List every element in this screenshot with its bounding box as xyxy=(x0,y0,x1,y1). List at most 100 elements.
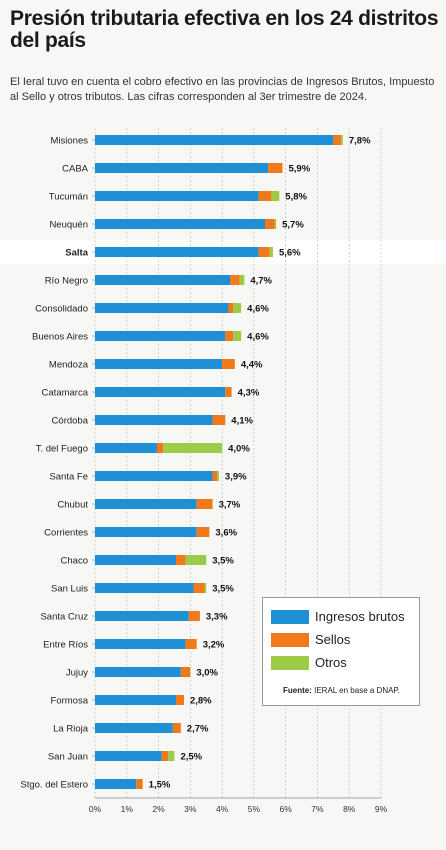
legend-label-sellos: Sellos xyxy=(315,632,351,647)
legend-swatch-ingresos-brutos xyxy=(271,610,309,624)
bar-segment-ingresos-brutos-formosa xyxy=(95,695,177,705)
bar-segment-sellos-mendoza xyxy=(222,359,235,369)
bar-segment-sellos-santa-cruz xyxy=(188,611,200,621)
bar-segment-sellos-formosa xyxy=(176,695,184,705)
bar-segment-ingresos-brutos-san-luis xyxy=(95,583,194,593)
bar-segment-ingresos-brutos-buenos-aires xyxy=(95,331,226,341)
x-tick-label: 3% xyxy=(184,804,197,814)
bar-segment-otros-rio-negro xyxy=(239,275,245,285)
bar-segment-otros-t-del-fuego xyxy=(163,443,223,453)
bar-segment-otros-tucuman xyxy=(271,191,280,201)
value-label-jujuy: 3,0% xyxy=(196,668,218,679)
category-label-cordoba: Córdoba xyxy=(52,416,89,427)
bar-segment-sellos-misiones xyxy=(333,135,342,145)
bar-segment-ingresos-brutos-caba xyxy=(95,163,269,173)
bar-segment-ingresos-brutos-mendoza xyxy=(95,359,223,369)
category-label-santa-cruz: Santa Cruz xyxy=(40,612,88,623)
value-label-corrientes: 3,6% xyxy=(215,528,237,539)
bar-segment-otros-neuquen xyxy=(274,219,277,229)
bar-segment-ingresos-brutos-san-juan xyxy=(95,751,162,761)
bar-segment-otros-san-luis xyxy=(204,583,207,593)
chart-subtitle: El Ieral tuvo en cuenta el cobro efectiv… xyxy=(10,76,435,103)
category-label-formosa: Formosa xyxy=(51,696,89,707)
bar-segment-sellos-t-del-fuego xyxy=(156,443,164,453)
value-label-cordoba: 4,1% xyxy=(231,416,253,427)
category-label-chaco: Chaco xyxy=(61,556,88,567)
bar-segment-sellos-buenos-aires xyxy=(225,331,234,341)
value-labels: 7,8% 5,9% 5,8% 5,7% 5,6% 4,7% 4,6% 4,6% 4,4% 4,3%… xyxy=(149,136,371,791)
bar-segment-otros-salta xyxy=(269,247,273,257)
bar-segment-ingresos-brutos-chubut xyxy=(95,499,197,509)
category-label-chubut: Chubut xyxy=(57,500,88,511)
source-text: IERAL en base a DNAP. xyxy=(314,686,400,695)
bar-segment-sellos-neuquen xyxy=(265,219,275,229)
bar-segment-sellos-cordoba xyxy=(212,415,226,425)
value-label-catamarca: 4,3% xyxy=(238,388,260,399)
value-label-consolidado: 4,6% xyxy=(247,304,269,315)
value-label-rio-negro: 4,7% xyxy=(250,276,272,287)
bar-segment-sellos-chubut xyxy=(196,499,213,509)
x-axis: 0% 1% 2% 3% 4% 5% 6% 7% 8% 9% xyxy=(89,797,388,814)
category-label-jujuy: Jujuy xyxy=(66,668,88,679)
value-label-chaco: 3,5% xyxy=(212,556,234,567)
bar-segment-ingresos-brutos-catamarca xyxy=(95,387,226,397)
bar-segment-sellos-jujuy xyxy=(180,667,191,677)
category-label-rio-negro: Río Negro xyxy=(45,276,88,287)
category-label-entre-rios: Entre Ríos xyxy=(43,640,88,651)
bar-segment-sellos-san-juan xyxy=(161,751,169,761)
value-label-entre-rios: 3,2% xyxy=(203,640,225,651)
bar-segment-sellos-consolidado xyxy=(228,303,234,313)
x-tick-label: 4% xyxy=(216,804,229,814)
bar-segment-ingresos-brutos-santa-cruz xyxy=(95,611,189,621)
bar-segment-ingresos-brutos-t-del-fuego xyxy=(95,443,157,453)
category-label-san-juan: San Juan xyxy=(48,752,88,763)
bar-segment-otros-misiones xyxy=(341,135,343,145)
x-tick-label: 6% xyxy=(280,804,293,814)
bar-segment-sellos-chaco xyxy=(176,555,186,565)
bar-segment-ingresos-brutos-consolidado xyxy=(95,303,229,313)
bar-segment-sellos-la-rioja xyxy=(172,723,181,733)
bar-segment-ingresos-brutos-tucuman xyxy=(95,191,259,201)
stacked-bar-chart: Misiones CABA Tucumán Neuquén Salta Río Negro… xyxy=(0,128,446,814)
category-label-stgo-del-estero: Stgo. del Estero xyxy=(20,780,88,791)
category-label-catamarca: Catamarca xyxy=(42,388,89,399)
category-label-la-rioja: La Rioja xyxy=(53,724,89,735)
bar-segment-sellos-stgo-del-estero xyxy=(136,779,143,789)
value-label-neuquen: 5,7% xyxy=(282,220,304,231)
category-label-san-luis: San Luis xyxy=(51,584,88,595)
category-label-salta: Salta xyxy=(65,248,88,259)
bar-segment-sellos-corrientes xyxy=(196,527,210,537)
bar-segment-otros-san-juan xyxy=(168,751,175,761)
value-label-salta: 5,6% xyxy=(279,248,301,259)
bars xyxy=(95,135,343,789)
legend-swatch-sellos xyxy=(271,633,309,647)
bar-segment-ingresos-brutos-salta xyxy=(95,247,259,257)
category-label-buenos-aires: Buenos Aires xyxy=(32,332,88,343)
bar-segment-ingresos-brutos-rio-negro xyxy=(95,275,231,285)
source-prefix: Fuente: xyxy=(283,686,312,695)
category-label-caba: CABA xyxy=(62,164,89,175)
bar-segment-sellos-san-luis xyxy=(193,583,205,593)
bar-segment-ingresos-brutos-jujuy xyxy=(95,667,181,677)
bar-segment-sellos-catamarca xyxy=(225,387,232,397)
category-label-t-del-fuego: T. del Fuego xyxy=(36,444,88,455)
bar-segment-sellos-tucuman xyxy=(258,191,272,201)
value-label-chubut: 3,7% xyxy=(219,500,241,511)
bar-segment-sellos-caba xyxy=(268,163,283,173)
value-label-t-del-fuego: 4,0% xyxy=(228,444,250,455)
value-label-mendoza: 4,4% xyxy=(241,360,263,371)
bar-segment-ingresos-brutos-neuquen xyxy=(95,219,266,229)
bar-segment-ingresos-brutos-entre-rios xyxy=(95,639,186,649)
category-label-mendoza: Mendoza xyxy=(49,360,89,371)
bar-segment-ingresos-brutos-la-rioja xyxy=(95,723,173,733)
bar-segment-ingresos-brutos-stgo-del-estero xyxy=(95,779,137,789)
x-tick-label: 7% xyxy=(311,804,324,814)
category-label-santa-fe: Santa Fe xyxy=(49,472,88,483)
x-tick-label: 0% xyxy=(89,804,102,814)
bar-segment-ingresos-brutos-chaco xyxy=(95,555,177,565)
x-tick-label: 9% xyxy=(375,804,388,814)
value-label-santa-cruz: 3,3% xyxy=(206,612,228,623)
bar-segment-sellos-rio-negro xyxy=(230,275,240,285)
legend: Ingresos brutos Sellos Otros Fuente: IER… xyxy=(262,597,420,706)
bar-segment-otros-santa-fe xyxy=(217,471,219,481)
